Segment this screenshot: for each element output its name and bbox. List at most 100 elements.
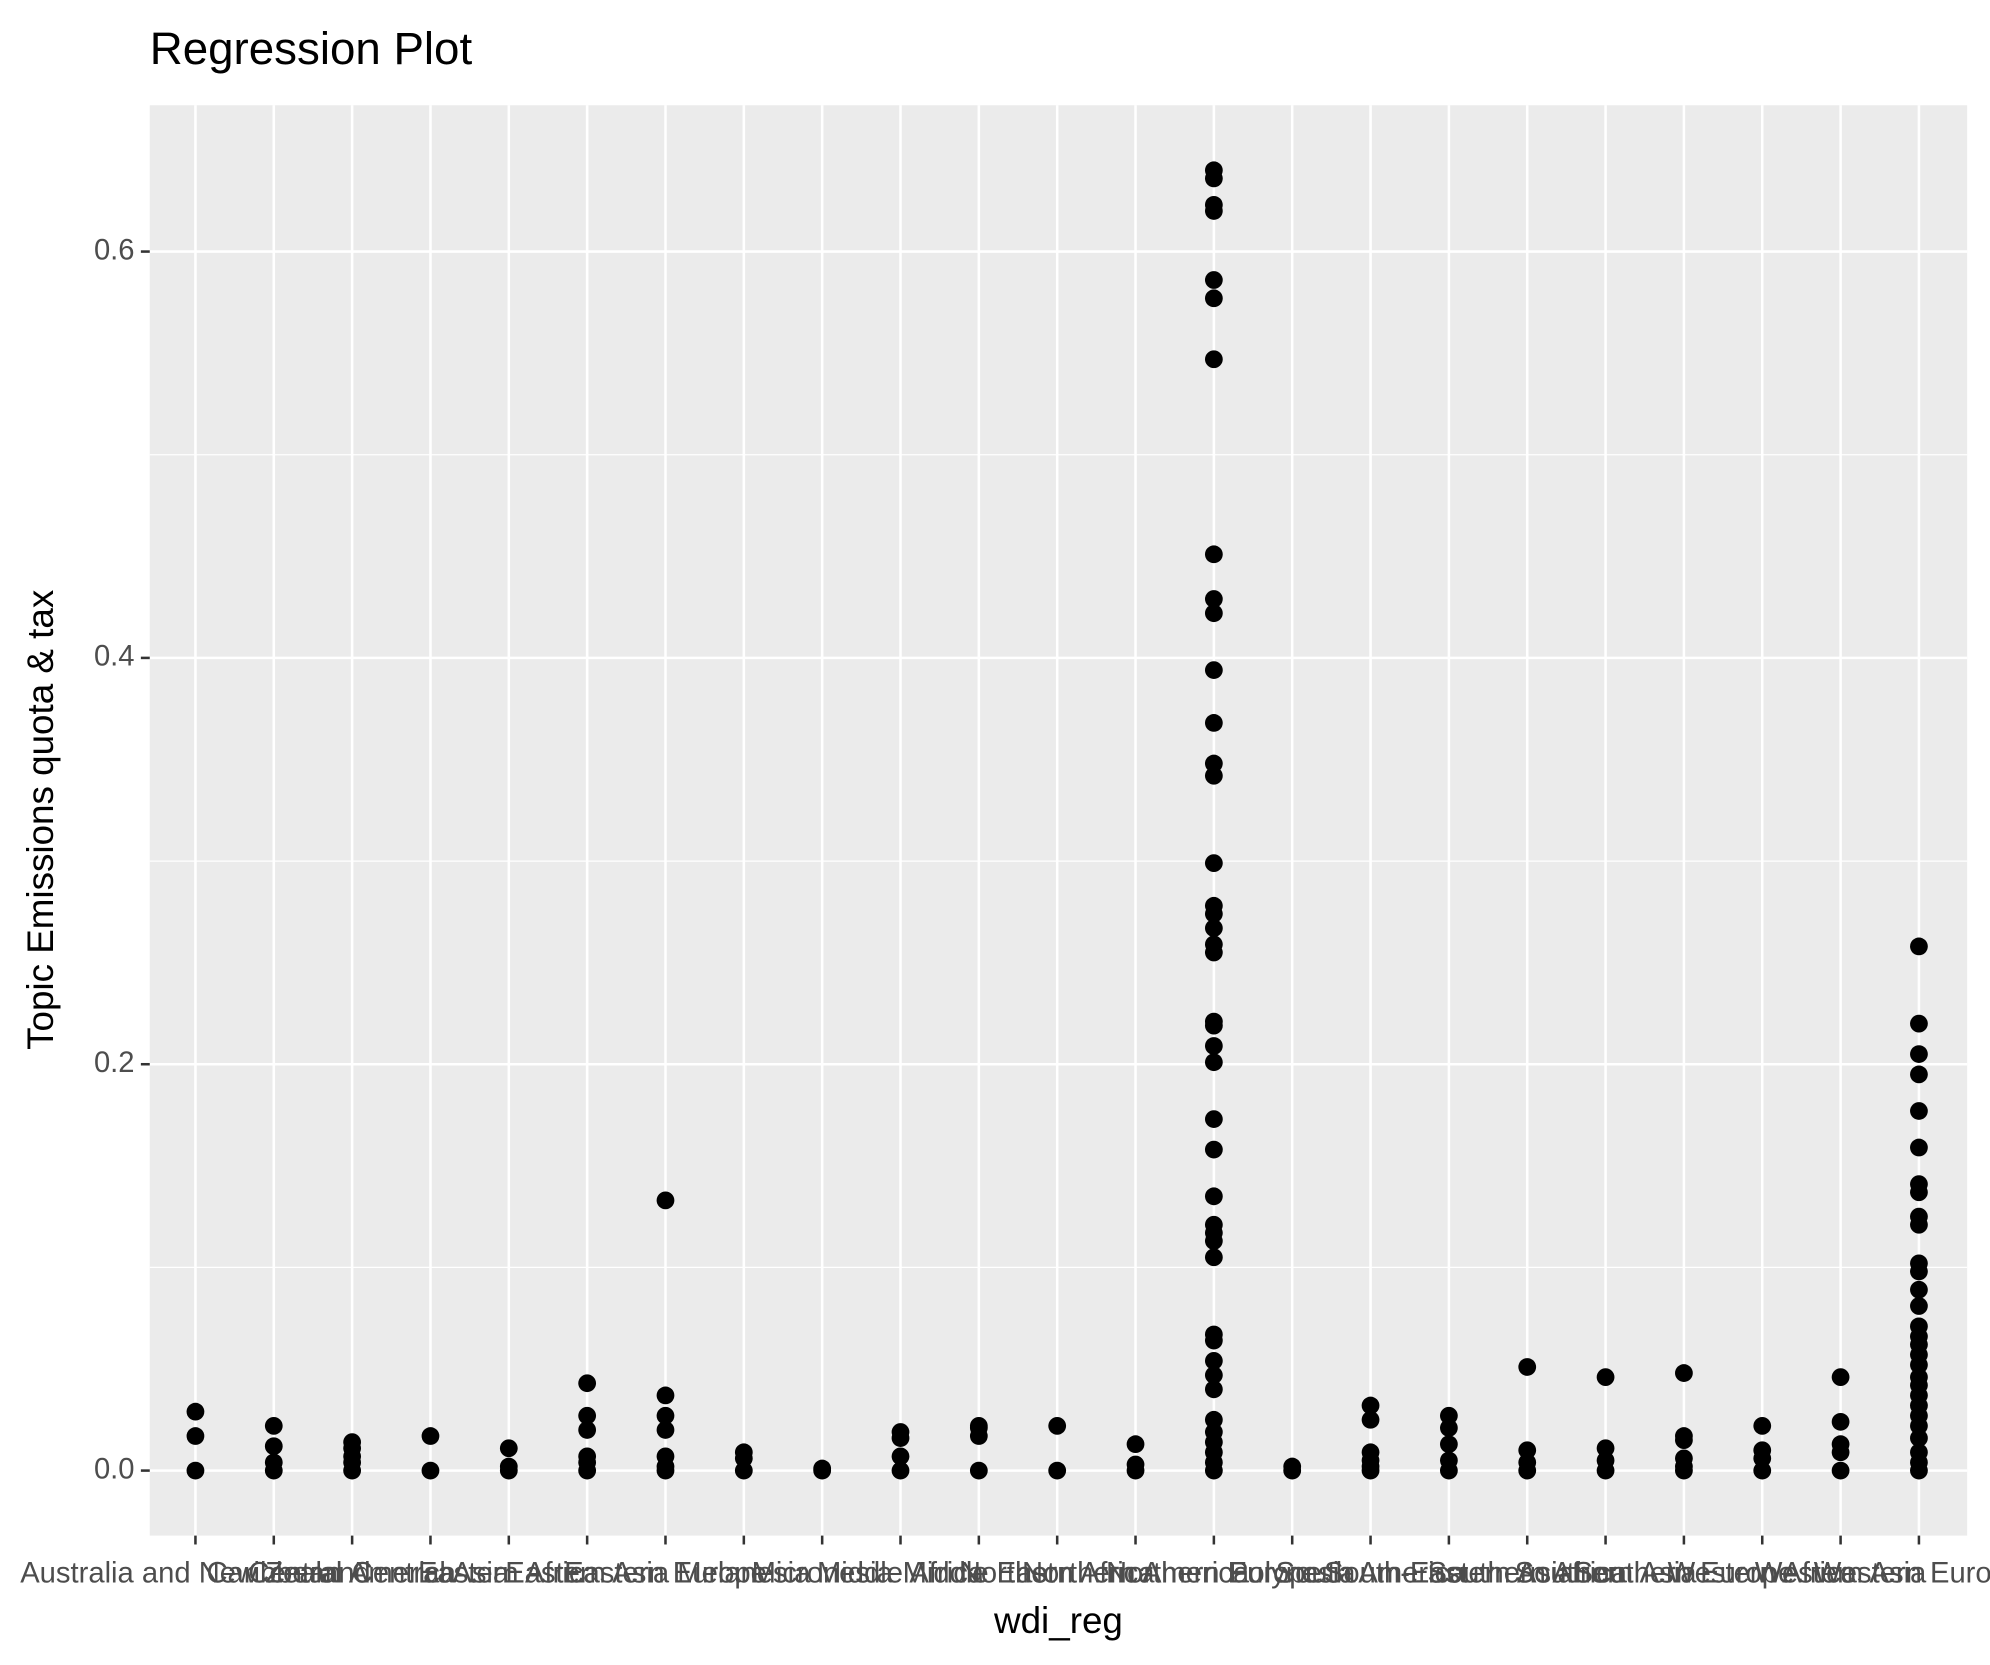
point: [1910, 1280, 1928, 1299]
point: [264, 1437, 283, 1456]
x-tick-label: Western Asia: [1755, 1558, 1927, 1590]
point: [1204, 1187, 1223, 1206]
point: [421, 1427, 440, 1445]
point: [1283, 1461, 1302, 1480]
point: [1204, 854, 1223, 872]
point: [1204, 271, 1223, 289]
point: [1204, 1461, 1223, 1480]
point: [1204, 545, 1223, 564]
point: [1518, 1461, 1537, 1480]
point: [1910, 1417, 1928, 1435]
x-tick-label: Southern Asia: [1515, 1558, 1698, 1590]
point: [734, 1461, 753, 1480]
x-tick-label: Western Europe: [1814, 1558, 1990, 1590]
point: [1204, 169, 1223, 188]
x-tick-label: South-Eastern Asia: [1324, 1558, 1575, 1590]
point: [186, 1402, 205, 1421]
point: [656, 1191, 675, 1210]
point: [578, 1374, 597, 1393]
point: [1204, 943, 1223, 962]
point: [1910, 1183, 1928, 1202]
point: [1831, 1412, 1850, 1431]
y-tick-label: 0.2: [94, 1047, 135, 1079]
point: [1204, 1016, 1223, 1035]
point: [1048, 1461, 1067, 1480]
point: [1753, 1417, 1772, 1435]
point: [1126, 1461, 1145, 1480]
x-tick-label: Western Africa: [1668, 1558, 1858, 1590]
point: [656, 1421, 675, 1439]
point: [1204, 905, 1223, 923]
x-tick-label: Northern America: [1022, 1558, 1250, 1590]
point: [264, 1461, 283, 1480]
x-tick-label: Northern Africa: [960, 1558, 1155, 1590]
point: [1440, 1435, 1458, 1454]
point: [656, 1406, 675, 1425]
point: [1910, 1461, 1928, 1480]
point: [343, 1461, 362, 1480]
point: [1440, 1419, 1458, 1437]
x-tick-label: Eastern Asia: [505, 1558, 670, 1590]
point: [1204, 1248, 1223, 1267]
x-tick-label: Southern Africa: [1427, 1558, 1627, 1590]
point: [1910, 1262, 1928, 1281]
point: [186, 1427, 205, 1445]
point: [578, 1461, 597, 1480]
y-axis-title: Topic Emissions quota & tax: [20, 590, 61, 1050]
point: [578, 1406, 597, 1425]
point: [578, 1421, 597, 1439]
point: [1204, 1232, 1223, 1250]
point: [1204, 1037, 1223, 1055]
points: [186, 161, 1928, 1480]
point: [1361, 1396, 1380, 1415]
point: [1204, 590, 1223, 608]
point: [1518, 1358, 1537, 1376]
point: [1204, 1366, 1223, 1384]
point: [1204, 714, 1223, 732]
point: [1910, 1429, 1928, 1447]
point: [1204, 1351, 1223, 1370]
point: [1675, 1364, 1693, 1382]
point: [1910, 1102, 1928, 1120]
x-tick-label: Eastern Africa: [418, 1558, 600, 1590]
point: [1910, 1356, 1928, 1374]
chart-title: Regression Plot: [150, 23, 473, 74]
y-tick-label: 0.4: [94, 641, 135, 673]
point: [1204, 604, 1223, 623]
point: [1204, 754, 1223, 773]
point: [1204, 1110, 1223, 1128]
point: [1910, 1014, 1928, 1033]
point: [1204, 1140, 1223, 1159]
point: [656, 1461, 675, 1480]
point: [1753, 1461, 1772, 1480]
point: [1910, 937, 1928, 956]
point: [1204, 1331, 1223, 1350]
point: [421, 1461, 440, 1480]
point: [1204, 1053, 1223, 1072]
point: [1596, 1368, 1615, 1387]
point: [1204, 766, 1223, 785]
point: [1440, 1406, 1458, 1425]
y-tick-label: 0.0: [94, 1453, 135, 1485]
point: [1831, 1461, 1850, 1480]
y-tick-label: 0.6: [94, 234, 135, 266]
point: [1753, 1449, 1772, 1468]
x-tick-label: Middle Africa: [817, 1558, 985, 1590]
point: [1675, 1461, 1693, 1480]
point: [1910, 1138, 1928, 1157]
point: [1910, 1297, 1928, 1315]
point: [1910, 1045, 1928, 1063]
x-tick-label: Northern Europe: [1106, 1558, 1322, 1590]
x-tick-label: Polynesia: [1229, 1558, 1356, 1590]
point: [1596, 1439, 1615, 1458]
point: [969, 1427, 988, 1445]
x-tick-label: South America: [1276, 1558, 1467, 1590]
x-tick-label: Central America: [248, 1558, 456, 1590]
point: [1518, 1441, 1537, 1460]
point: [1204, 1380, 1223, 1399]
point: [656, 1386, 675, 1405]
x-tick-label: Southern Europe: [1574, 1558, 1795, 1590]
point: [1204, 661, 1223, 679]
point: [499, 1461, 518, 1480]
